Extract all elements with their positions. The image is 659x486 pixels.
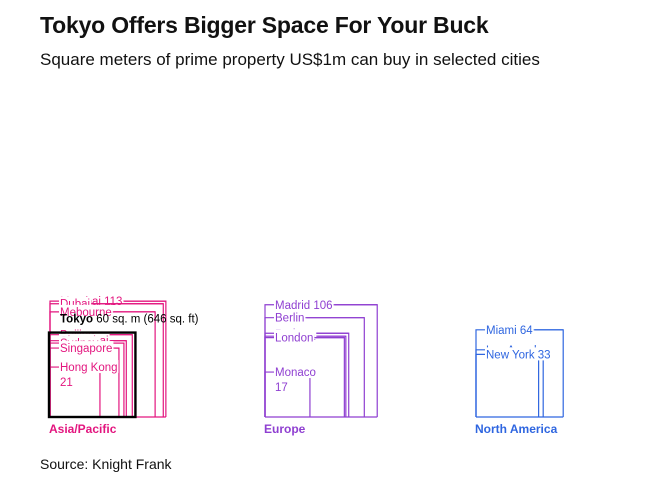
- region-label-europe: Europe: [264, 422, 306, 436]
- label-singapore: Singapore: [60, 343, 112, 355]
- label-bg-singapore: [59, 341, 114, 355]
- chart-subtitle: Square meters of prime property US$1m ca…: [40, 50, 540, 69]
- label-bg-mebourne: [59, 304, 113, 318]
- label-bg-madrid: [274, 297, 334, 311]
- square-new-york: [475, 353, 540, 417]
- label-hong-kong: Hong Kong: [60, 362, 118, 374]
- label-mebourne: Mebourne: [60, 307, 112, 319]
- label-tokyo: Tokyo 60 sq. m (646 sq. ft): [60, 314, 199, 326]
- label-madrid: Madrid 106: [275, 300, 333, 312]
- label-bg-hong-kong: [59, 360, 119, 374]
- label-miami: Miami 64: [486, 325, 533, 337]
- label-berlin: Berlin: [275, 313, 304, 325]
- label-monaco: Monaco: [275, 367, 316, 379]
- label-bg-new-york: [485, 347, 552, 361]
- label-value-hong-kong: 21: [60, 377, 73, 389]
- label-bg-berlin: [274, 310, 306, 324]
- label-value-monaco: 17: [275, 382, 288, 394]
- square-tokyo: [47, 331, 137, 419]
- region-label-north-america: North America: [475, 422, 558, 436]
- chart-title: Tokyo Offers Bigger Space For Your Buck: [40, 12, 489, 38]
- square-hong-kong: [49, 366, 101, 417]
- label-bg-miami: [485, 322, 534, 336]
- label-bg-monaco: [274, 365, 317, 379]
- region-label-asia-pacific: Asia/Pacific: [49, 422, 117, 436]
- label-london: London: [275, 333, 313, 345]
- source-note: Source: Knight Frank: [40, 456, 172, 472]
- label-bg-london: [274, 330, 315, 344]
- label-new-york: New York 33: [486, 349, 551, 361]
